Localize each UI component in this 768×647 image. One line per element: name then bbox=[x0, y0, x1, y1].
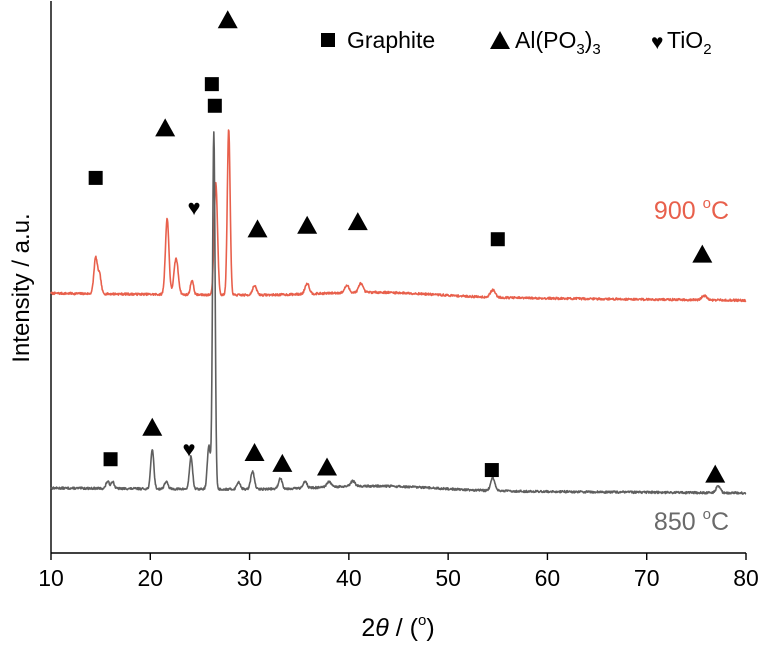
series-label-900: 900 oC bbox=[654, 195, 729, 225]
x-tick-label-40: 40 bbox=[336, 565, 362, 591]
x-tick-label-60: 60 bbox=[535, 565, 561, 591]
x-tick-label-50: 50 bbox=[435, 565, 461, 591]
x-tick-label-70: 70 bbox=[634, 565, 660, 591]
marker-0-2-heart: ♥ bbox=[187, 195, 200, 220]
marker-0-3-square bbox=[204, 77, 219, 92]
legend-graphite-marker bbox=[321, 33, 335, 47]
marker-1-3-square bbox=[207, 98, 222, 113]
marker-1-8-triangle bbox=[705, 464, 726, 483]
marker-1-4-triangle bbox=[244, 443, 265, 462]
series-line-1 bbox=[50, 131, 747, 495]
peak-markers: ♥♥ bbox=[88, 10, 726, 483]
marker-0-7-triangle bbox=[347, 212, 368, 231]
x-tick-label-80: 80 bbox=[733, 565, 759, 591]
marker-0-4-triangle bbox=[217, 10, 238, 29]
series-line-0 bbox=[50, 129, 747, 303]
legend-tio2-label: TiO2 bbox=[667, 27, 712, 58]
x-tick-label-20: 20 bbox=[137, 565, 163, 591]
marker-1-6-triangle bbox=[317, 457, 338, 476]
legend-tio2-marker: ♥ bbox=[651, 31, 663, 54]
marker-0-5-triangle bbox=[247, 219, 268, 238]
marker-1-0-square bbox=[103, 452, 118, 467]
legend: Graphite Al(PO3)3 ♥ TiO2 bbox=[321, 27, 712, 58]
x-tick-label-10: 10 bbox=[38, 565, 64, 591]
marker-0-9-triangle bbox=[692, 244, 713, 263]
marker-0-0-square bbox=[88, 170, 103, 185]
marker-1-7-square bbox=[484, 463, 499, 478]
marker-0-8-square bbox=[490, 232, 505, 247]
series-lines bbox=[50, 129, 747, 495]
marker-0-1-triangle bbox=[155, 118, 176, 137]
y-axis-label: Intensity / a.u. bbox=[8, 213, 35, 362]
legend-alpo3-label: Al(PO3)3 bbox=[515, 27, 601, 58]
series-label-850: 850 oC bbox=[654, 506, 729, 536]
x-ticks bbox=[50, 553, 747, 560]
x-axis-label: 2θ / (o) bbox=[361, 612, 434, 642]
x-tick-labels: 10 20 30 40 50 60 70 80 bbox=[38, 565, 759, 591]
marker-0-6-triangle bbox=[297, 215, 318, 234]
legend-graphite-label: Graphite bbox=[347, 27, 435, 53]
marker-1-5-triangle bbox=[272, 453, 293, 472]
marker-1-2-heart: ♥ bbox=[182, 436, 195, 461]
marker-1-1-triangle bbox=[142, 417, 163, 436]
x-tick-label-30: 30 bbox=[237, 565, 263, 591]
legend-alpo3-marker bbox=[490, 31, 510, 49]
